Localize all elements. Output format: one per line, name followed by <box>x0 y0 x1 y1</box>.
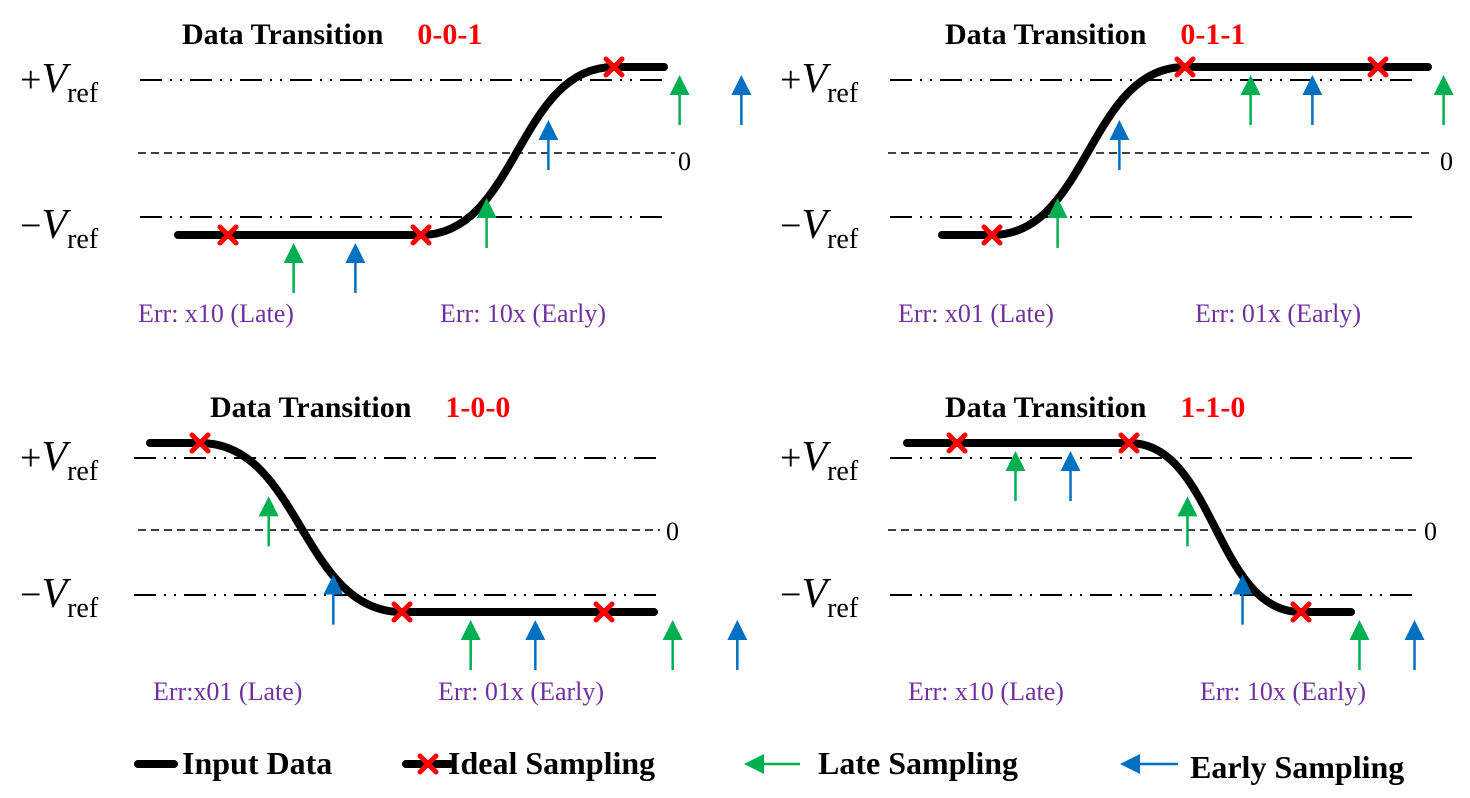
ideal-sampling-x-icon <box>593 601 615 623</box>
panel-4-title: Data Transition 1-1-0 <box>945 391 1245 424</box>
legend-ideal-sampling: Ideal Sampling <box>402 745 655 781</box>
panel-1-pos-vref-label: +Vref <box>20 56 99 109</box>
panel-2-neg-vref-label: −Vref <box>780 202 859 255</box>
panel-4-neg-vref-label: −Vref <box>780 571 859 624</box>
panel-4-err-late: Err: x10 (Late) <box>908 677 1064 706</box>
ideal-sampling-x-icon <box>217 224 239 246</box>
ideal-sampling-x-icon <box>189 432 211 454</box>
panel-1-err-late: Err: x10 (Late) <box>138 299 294 328</box>
panel-1-waveform <box>138 56 752 293</box>
panel-1-title: Data Transition 0-0-1 <box>182 18 482 51</box>
legend-late-label: Late Sampling <box>818 745 1018 781</box>
ideal-sampling-x-icon <box>1174 56 1196 78</box>
ideal-sampling-x-icon <box>410 224 432 246</box>
ideal-sampling-x-icon <box>981 224 1003 246</box>
panel-3-zero-label: 0 <box>666 517 679 546</box>
legend-early-label: Early Sampling <box>1190 749 1404 785</box>
input-data-waveform <box>938 63 1432 239</box>
panel-2-err-early: Err: 01x (Early) <box>1195 299 1361 328</box>
legend-input-label: Input Data <box>182 745 332 781</box>
panel-2-zero-label: 0 <box>1440 147 1453 176</box>
panel-4-zero-label: 0 <box>1424 517 1437 546</box>
panel-3-waveform <box>134 432 748 670</box>
panel-3-neg-vref-label: −Vref <box>20 571 99 624</box>
panel-3-err-early: Err: 01x (Early) <box>438 677 604 706</box>
panel-3: Data Transition 1-0-0 +Vref −Vref 0 Err:x… <box>20 391 748 706</box>
input-data-waveform <box>146 439 658 616</box>
panel-1-zero-label: 0 <box>678 147 691 176</box>
ideal-sampling-x-icon <box>1290 601 1312 623</box>
panel-4-err-early: Err: 10x (Early) <box>1200 677 1366 706</box>
panel-3-pos-vref-label: +Vref <box>20 434 99 487</box>
panel-2-pos-vref-label: +Vref <box>780 56 859 109</box>
input-data-waveform <box>174 63 668 239</box>
legend-input-data: Input Data <box>134 745 332 781</box>
panel-2: Data Transition 0-1-1 +Vref −Vref 0 Err: … <box>780 18 1454 328</box>
panel-1-neg-vref-label: −Vref <box>20 202 99 255</box>
ideal-sampling-x-icon <box>1118 432 1140 454</box>
panel-4-pos-vref-label: +Vref <box>780 434 859 487</box>
legend-ideal-label: Ideal Sampling <box>448 745 655 781</box>
legend: Input Data Ideal Sampling Late Sampling … <box>134 745 1404 785</box>
panel-2-err-late: Err: x01 (Late) <box>898 299 1054 328</box>
ideal-sampling-x-icon <box>946 432 968 454</box>
panel-3-err-late: Err:x01 (Late) <box>153 677 302 706</box>
ideal-sampling-x-icon <box>603 56 625 78</box>
input-data-waveform <box>903 439 1355 616</box>
panel-2-title: Data Transition 0-1-1 <box>945 18 1245 51</box>
panel-2-waveform <box>888 56 1454 248</box>
panel-3-title: Data Transition 1-0-0 <box>210 391 510 424</box>
panel-1: Data Transition 0-0-1 +Vref −Vref 0 Err: … <box>20 18 752 328</box>
panel-4: Data Transition 1-1-0 +Vref −Vref 0 Err: … <box>780 391 1437 706</box>
ideal-sampling-x-icon <box>391 601 413 623</box>
panel-1-err-early: Err: 10x (Early) <box>440 299 606 328</box>
panel-4-waveform <box>888 432 1425 670</box>
ideal-sampling-x-icon <box>1367 56 1389 78</box>
legend-late-sampling: Late Sampling <box>744 745 1018 781</box>
legend-ideal-x-icon <box>417 753 439 775</box>
legend-early-sampling: Early Sampling <box>1120 749 1404 785</box>
